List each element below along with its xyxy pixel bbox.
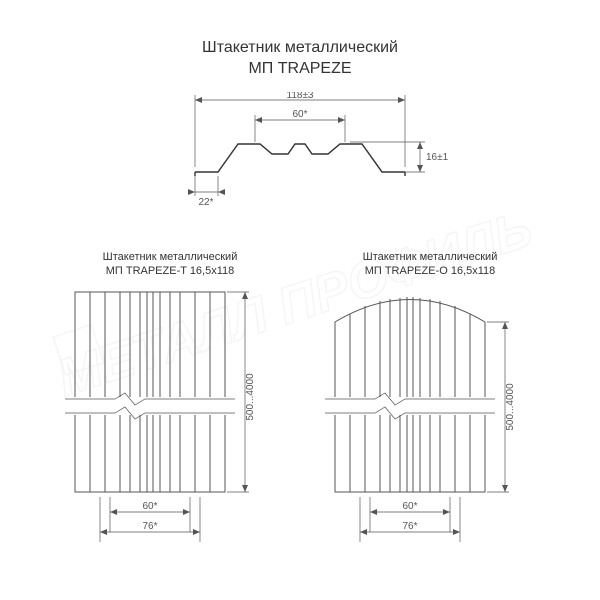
profile-diagram: 118±3 60* 16±1 22* xyxy=(150,92,450,217)
right-dim-76: 76* xyxy=(402,521,417,532)
total-width-label: 118±3 xyxy=(287,92,314,101)
title-line2: МП TRAPEZE xyxy=(0,59,600,80)
variants-row: Штакетник металлический МП TRAPEZE-T 16,… xyxy=(0,250,600,547)
title-line1: Штакетник металлический xyxy=(0,38,600,59)
bottom-22-label: 22* xyxy=(198,197,213,208)
variant-right-title: Штакетник металлический МП TRAPEZE-O 16,… xyxy=(363,250,498,279)
right-dim-60: 60* xyxy=(402,501,417,512)
left-dim-60: 60* xyxy=(142,501,157,512)
height-label: 16±1 xyxy=(426,152,449,163)
page-title: Штакетник металлический МП TRAPEZE xyxy=(0,0,600,80)
right-height-label: 500...4000 xyxy=(505,383,516,431)
left-height-label: 500...4000 xyxy=(245,373,256,421)
variant-left-title: Штакетник металлический МП TRAPEZE-T 16,… xyxy=(103,250,238,279)
variant-left: Штакетник металлический МП TRAPEZE-T 16,… xyxy=(55,250,285,547)
left-dim-76: 76* xyxy=(142,521,157,532)
variant-right: Штакетник металлический МП TRAPEZE-O 16,… xyxy=(315,250,545,547)
variant-right-svg: 500...4000 60* 76* xyxy=(315,287,545,547)
top-60-label: 60* xyxy=(292,109,307,120)
variant-left-svg: 500...4000 60* 76* xyxy=(55,287,285,547)
